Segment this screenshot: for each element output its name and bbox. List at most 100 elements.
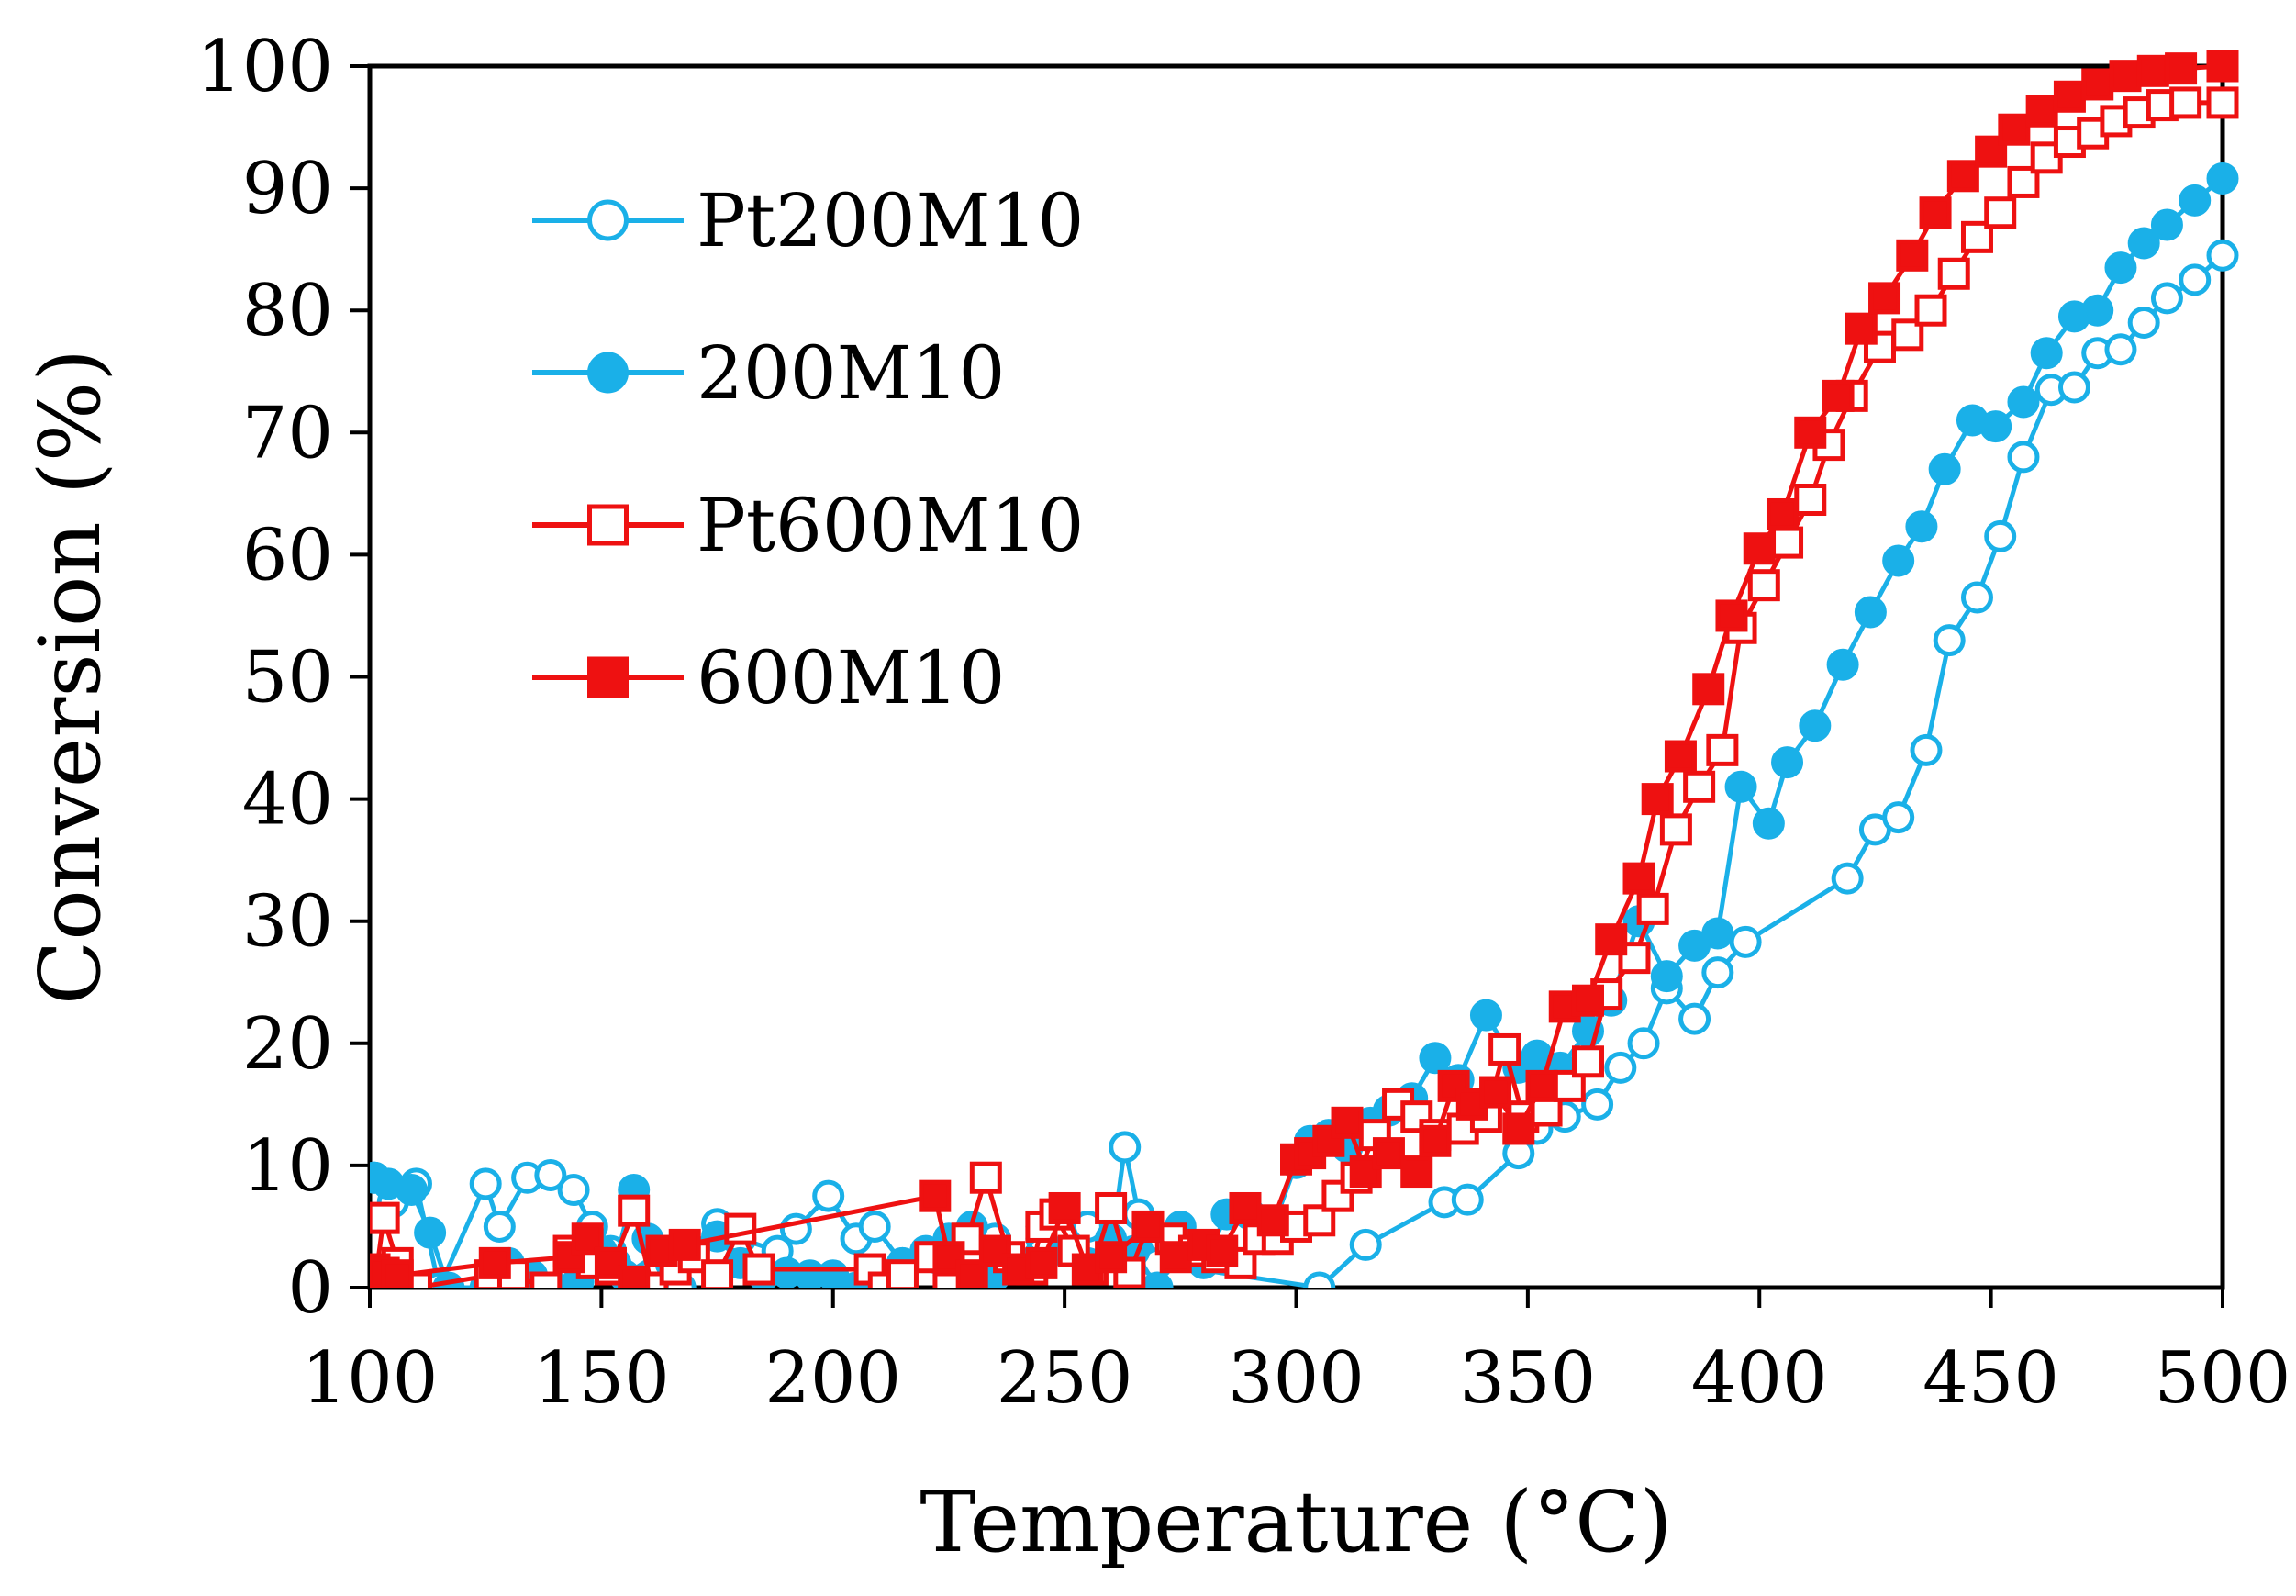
data-point-pt600m10 — [618, 1194, 651, 1227]
data-point-pt600m10 — [1747, 569, 1780, 602]
x-tick-label: 100 — [302, 1337, 439, 1420]
legend-label: 600M10 — [697, 635, 1005, 720]
data-point-pt600m10 — [932, 1271, 965, 1288]
data-point-pt200m10 — [2179, 263, 2212, 296]
data-point-200m10 — [1141, 1271, 1174, 1288]
data-point-pt200m10 — [2127, 307, 2160, 340]
data-point-600m10 — [1766, 497, 1799, 530]
data-point-pt600m10 — [1659, 813, 1692, 846]
data-point-pt200m10 — [2206, 239, 2239, 272]
data-point-600m10 — [1419, 1124, 1452, 1157]
data-point-200m10 — [1905, 510, 1938, 543]
data-point-pt200m10 — [1109, 1131, 1142, 1164]
data-point-600m10 — [2109, 60, 2142, 93]
y-tick-label: 30 — [242, 881, 333, 964]
data-point-200m10 — [2150, 208, 2183, 241]
data-point-pt200m10 — [1701, 956, 1734, 989]
data-point-600m10 — [1256, 1204, 1289, 1237]
data-point-pt200m10 — [2007, 441, 2040, 474]
data-point-200m10 — [2104, 251, 2137, 285]
data-point-pt200m10 — [1303, 1271, 1336, 1288]
legend-marker — [587, 199, 629, 241]
series-200m10 — [370, 162, 2239, 1288]
data-point-pt600m10 — [1891, 318, 1924, 352]
data-point-pt200m10 — [2150, 282, 2183, 315]
legend-item-600m10: 600M10 — [532, 635, 1005, 720]
data-point-pt200m10 — [1349, 1228, 1382, 1261]
x-tick-label: 450 — [1923, 1337, 2059, 1420]
data-point-600m10 — [1331, 1106, 1364, 1139]
data-point-600m10 — [1743, 532, 1776, 565]
data-point-600m10 — [1479, 1076, 1512, 1109]
data-point-600m10 — [381, 1259, 414, 1288]
data-point-200m10 — [1854, 596, 1887, 629]
data-point-600m10 — [2053, 80, 2086, 113]
y-tick-label: 90 — [242, 148, 333, 230]
data-point-600m10 — [955, 1259, 988, 1288]
data-point-600m10 — [1822, 379, 1855, 412]
data-point-600m10 — [1372, 1137, 1405, 1170]
data-point-pt600m10 — [1771, 526, 1804, 559]
data-point-600m10 — [478, 1246, 511, 1279]
data-point-pt200m10 — [1960, 581, 1993, 614]
data-point-600m10 — [2165, 52, 2198, 85]
y-tick-label: 100 — [196, 26, 333, 108]
data-point-pt200m10 — [557, 1174, 590, 1207]
x-tick-label: 300 — [1228, 1337, 1365, 1420]
data-point-200m10 — [414, 1216, 447, 1249]
data-point-pt200m10 — [2057, 371, 2090, 404]
series-pt600m10 — [370, 86, 2239, 1288]
data-point-600m10 — [1571, 984, 1604, 1017]
x-tick-label: 350 — [1459, 1337, 1596, 1420]
data-point-200m10 — [1469, 999, 1502, 1032]
legend-marker — [587, 352, 629, 394]
data-point-600m10 — [1502, 1112, 1535, 1145]
legend-label: 200M10 — [697, 330, 1005, 416]
legend: Pt200M10 200M10 Pt600M10 600M10 — [532, 178, 1084, 720]
data-point-200m10 — [1752, 807, 1785, 840]
data-point-600m10 — [1622, 862, 1655, 895]
data-point-200m10 — [1928, 452, 1961, 485]
y-tick-label: 70 — [242, 392, 333, 474]
data-point-pt200m10 — [1678, 1002, 1711, 1035]
data-point-pt200m10 — [1882, 801, 1915, 834]
y-tick-label: 20 — [242, 1003, 333, 1086]
y-tick-label: 10 — [242, 1125, 333, 1208]
data-point-pt600m10 — [2206, 86, 2239, 119]
data-point-600m10 — [1312, 1124, 1345, 1157]
data-point-pt600m10 — [701, 1259, 734, 1288]
data-point-200m10 — [1771, 746, 1804, 779]
data-point-pt600m10 — [1636, 892, 1669, 925]
data-point-200m10 — [1724, 770, 1757, 803]
data-point-600m10 — [1946, 160, 1979, 193]
data-point-600m10 — [1206, 1234, 1239, 1267]
data-point-600m10 — [1794, 416, 1827, 449]
data-point-pt600m10 — [1984, 196, 2017, 229]
data-point-pt600m10 — [1488, 1032, 1521, 1066]
data-point-600m10 — [1229, 1191, 1262, 1224]
data-point-pt200m10 — [1604, 1051, 1637, 1084]
data-point-600m10 — [2025, 95, 2058, 128]
data-point-600m10 — [1525, 1069, 1558, 1102]
data-point-pt200m10 — [1451, 1183, 1484, 1216]
data-point-600m10 — [2081, 68, 2114, 101]
data-point-pt600m10 — [1937, 257, 1970, 290]
y-tick-label: 0 — [287, 1247, 333, 1330]
data-point-600m10 — [1664, 740, 1697, 773]
data-point-pt600m10 — [724, 1212, 757, 1245]
data-point-pt200m10 — [1581, 1088, 1614, 1121]
y-tick-label: 60 — [242, 514, 333, 597]
data-point-pt600m10 — [1618, 942, 1651, 975]
data-point-600m10 — [1845, 312, 1878, 345]
data-point-600m10 — [1349, 1155, 1382, 1189]
data-point-600m10 — [2206, 50, 2239, 83]
data-point-600m10 — [571, 1222, 604, 1256]
data-point-600m10 — [1998, 113, 2031, 146]
data-point-200m10 — [1419, 1042, 1452, 1075]
data-point-pt200m10 — [1910, 733, 1943, 766]
legend-label: Pt600M10 — [697, 483, 1084, 568]
data-point-pt600m10 — [969, 1161, 1002, 1194]
x-tick-label: 200 — [764, 1337, 901, 1420]
data-point-200m10 — [1826, 648, 1859, 681]
